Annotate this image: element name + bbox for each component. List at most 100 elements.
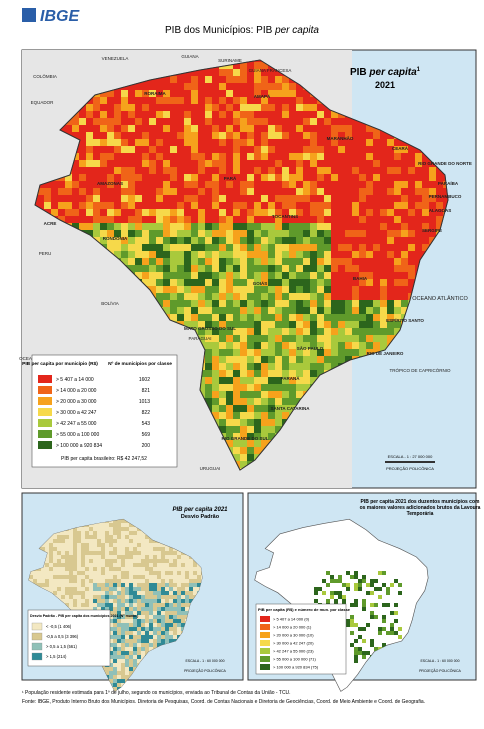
- cell: [69, 559, 74, 564]
- cell: [338, 349, 346, 357]
- cell: [282, 167, 290, 175]
- cell: [109, 635, 114, 640]
- cell: [345, 237, 353, 245]
- cell: [113, 635, 118, 640]
- cell: [275, 251, 283, 259]
- cell: [338, 286, 346, 294]
- cell: [373, 307, 381, 315]
- cell: [415, 237, 423, 245]
- cell: [268, 202, 276, 210]
- cell: [97, 575, 102, 580]
- cell: [57, 571, 62, 576]
- cell: [296, 153, 304, 161]
- cell: [261, 174, 269, 182]
- cell: [338, 272, 346, 280]
- legend-swatch: [38, 419, 52, 427]
- cell: [205, 69, 213, 77]
- cell: [61, 571, 66, 576]
- cell: [247, 216, 255, 224]
- cell: [58, 195, 66, 203]
- cell: [296, 251, 304, 259]
- cell: [177, 125, 185, 133]
- cell: [212, 279, 220, 287]
- cell: [394, 251, 402, 259]
- cell: [142, 125, 150, 133]
- cell: [317, 209, 325, 217]
- cell: [240, 104, 248, 112]
- cell: [338, 195, 346, 203]
- cell: [121, 195, 129, 203]
- cell: [113, 627, 118, 632]
- cell: [240, 244, 248, 252]
- cell: [205, 342, 213, 350]
- cell: [310, 251, 318, 259]
- cell: [282, 174, 290, 182]
- cell: [109, 611, 114, 616]
- cell: [156, 216, 164, 224]
- cell: [289, 83, 297, 91]
- cell: [373, 160, 381, 168]
- cell: [226, 279, 234, 287]
- cell: [105, 563, 110, 568]
- cell: [105, 671, 110, 676]
- cell: [105, 543, 110, 548]
- cell: [73, 595, 78, 600]
- cell: [105, 535, 110, 540]
- cell: [226, 202, 234, 210]
- cell: [289, 104, 297, 112]
- cell: [394, 167, 402, 175]
- cell: [49, 587, 54, 592]
- cell: [380, 279, 388, 287]
- cell: [373, 216, 381, 224]
- cell: [49, 539, 54, 544]
- cell: [366, 139, 374, 147]
- cell: [79, 111, 87, 119]
- cell: [109, 599, 114, 604]
- cell: [163, 160, 171, 168]
- cell: [156, 230, 164, 238]
- cell: [296, 321, 304, 329]
- cell: [107, 153, 115, 161]
- cell: [113, 647, 118, 652]
- cell: [366, 286, 374, 294]
- cell: [394, 216, 402, 224]
- cell: [268, 265, 276, 273]
- place-label: MATO GROSSO DO SUL: [184, 326, 236, 331]
- cell: [93, 195, 101, 203]
- cell: [261, 433, 269, 441]
- cell: [205, 377, 213, 385]
- cell: [100, 188, 108, 196]
- cell: [366, 146, 374, 154]
- cell: [109, 535, 114, 540]
- cell: [226, 377, 234, 385]
- cell: [219, 265, 227, 273]
- cell: [275, 328, 283, 336]
- cell: [51, 181, 59, 189]
- cell: [408, 244, 416, 252]
- cell: [219, 160, 227, 168]
- cell: [226, 188, 234, 196]
- cell: [177, 265, 185, 273]
- cell: [73, 599, 78, 604]
- cell: [296, 188, 304, 196]
- cell: [226, 146, 234, 154]
- cell: [247, 97, 255, 105]
- cell: [44, 195, 52, 203]
- cell: [191, 104, 199, 112]
- cell: [85, 559, 90, 564]
- cell: [53, 535, 58, 540]
- cell: [261, 300, 269, 308]
- cell: [387, 335, 395, 343]
- cell: [233, 90, 241, 98]
- cell: [240, 111, 248, 119]
- cell: [97, 583, 102, 588]
- cell: [184, 174, 192, 182]
- cell: [338, 167, 346, 175]
- cell: [247, 328, 255, 336]
- cell: [114, 223, 122, 231]
- cell: [247, 209, 255, 217]
- cell: [135, 188, 143, 196]
- cell: [317, 272, 325, 280]
- cell: [303, 111, 311, 119]
- cell: [198, 153, 206, 161]
